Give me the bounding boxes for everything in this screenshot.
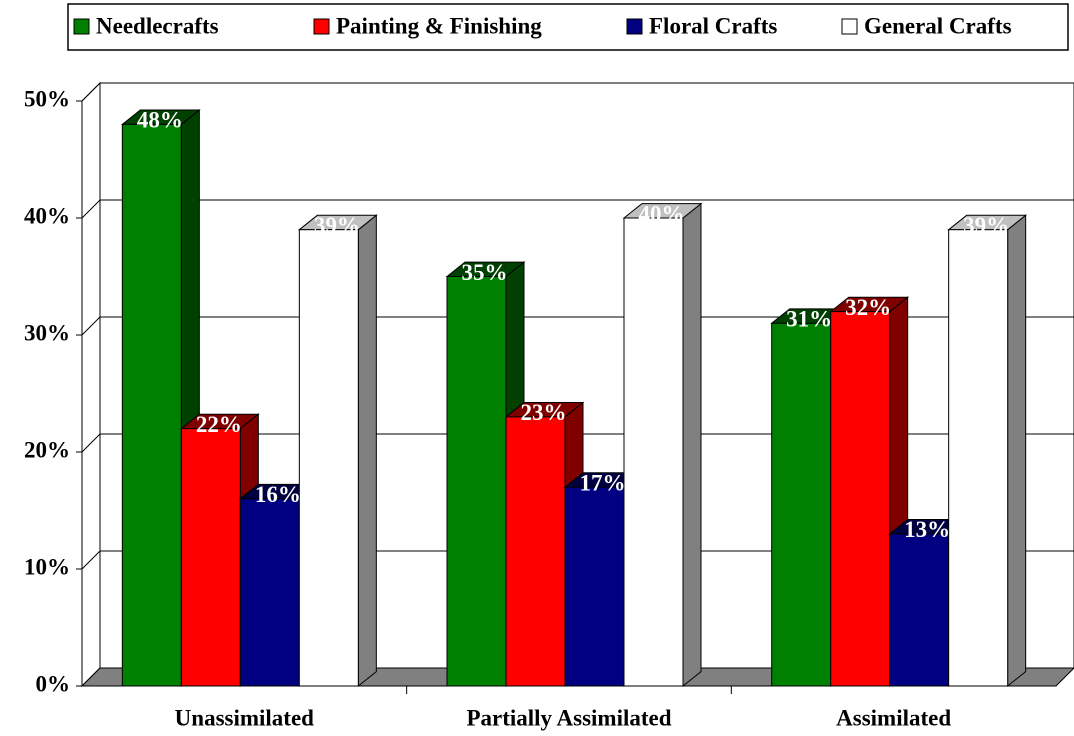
bar (505, 416, 566, 687)
bar (889, 533, 950, 687)
legend-label: Painting & Finishing (336, 13, 542, 38)
value-label: 22% (196, 412, 242, 437)
legend-swatch (626, 18, 643, 35)
legend-swatch (841, 18, 858, 35)
bar (564, 486, 625, 687)
value-label: 40% (639, 201, 685, 226)
bar-side (682, 202, 702, 688)
bar (180, 428, 241, 687)
value-label: 39% (963, 213, 1009, 238)
x-tick-label: Assimilated (836, 705, 951, 730)
value-label: 39% (314, 213, 360, 238)
y-tick-label: 40% (24, 203, 70, 228)
bar (446, 276, 507, 687)
grid-line (81, 199, 1074, 219)
grid-line (81, 82, 1074, 102)
bar (948, 229, 1009, 687)
value-label: 31% (786, 307, 832, 332)
y-tick-label: 50% (24, 86, 70, 111)
value-label: 16% (255, 482, 301, 507)
y-tick-label: 30% (24, 320, 70, 345)
y-tick-label: 10% (24, 554, 70, 579)
legend-label: Floral Crafts (649, 13, 777, 38)
value-label: 23% (521, 400, 567, 425)
legend-swatch (313, 18, 330, 35)
bar (121, 123, 182, 687)
bar (239, 498, 300, 687)
x-tick-label: Partially Assimilated (466, 705, 671, 730)
grid-line (81, 550, 1074, 570)
x-tick-label: Unassimilated (175, 705, 315, 730)
left-wall (81, 81, 101, 688)
value-label: 48% (137, 108, 183, 133)
legend-label: General Crafts (864, 13, 1012, 38)
value-label: 13% (904, 517, 950, 542)
bar (771, 322, 832, 687)
bar-side (357, 214, 377, 688)
value-label: 32% (845, 295, 891, 320)
legend-swatch (73, 18, 90, 35)
value-label: 35% (462, 260, 508, 285)
y-tick-label: 0% (36, 671, 71, 696)
y-tick-label: 20% (24, 437, 70, 462)
value-label: 17% (580, 470, 626, 495)
bar (623, 217, 684, 687)
bar (298, 229, 359, 687)
legend-box (67, 3, 1069, 51)
grid-line (81, 316, 1074, 336)
bar (830, 311, 891, 687)
legend-label: Needlecrafts (96, 13, 219, 38)
grid-line (81, 433, 1074, 453)
bar-side (1007, 214, 1027, 688)
